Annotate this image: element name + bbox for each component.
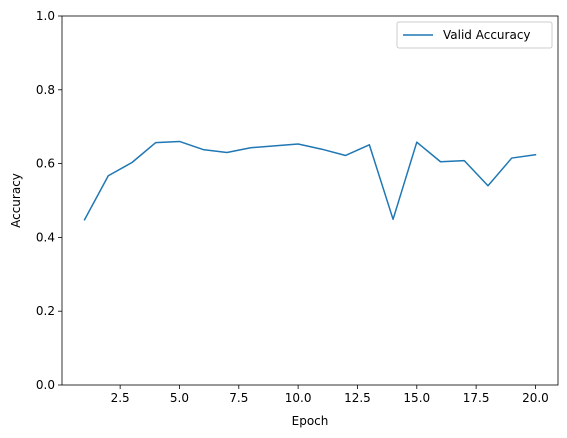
y-tick-label: 0.4 — [36, 230, 55, 244]
y-tick-label: 0.2 — [36, 304, 55, 318]
series-layer — [83, 140, 537, 221]
legend: Valid Accuracy — [396, 21, 553, 49]
x-tick-label: 17.5 — [463, 391, 490, 405]
y-axis-title: Accuracy — [9, 173, 23, 228]
plot-area — [61, 15, 559, 386]
x-axis-title: Epoch — [292, 414, 329, 428]
x-tick-label: 2.5 — [111, 391, 130, 405]
x-tick-label: 10.0 — [285, 391, 312, 405]
x-tick-label: 5.0 — [170, 391, 189, 405]
y-tick-label: 1.0 — [36, 9, 55, 23]
y-tick-label: 0.0 — [36, 378, 55, 392]
y-tick-label: 0.6 — [36, 157, 55, 171]
x-tick-label: 12.5 — [344, 391, 371, 405]
y-tick-label: 0.8 — [36, 83, 55, 97]
series-line-valid-accuracy — [83, 140, 537, 221]
x-tick-label: 7.5 — [229, 391, 248, 405]
legend-label: Valid Accuracy — [443, 28, 531, 42]
x-tick-label: 20.0 — [522, 391, 549, 405]
x-tick-label: 15.0 — [403, 391, 430, 405]
y-axis: 0.0 0.2 0.4 0.6 0.8 1.0 — [36, 9, 62, 392]
x-axis: 2.5 5.0 7.5 10.0 12.5 15.0 17.5 20.0 — [111, 385, 549, 405]
legend-box — [396, 21, 553, 49]
plot-frame — [61, 15, 559, 386]
